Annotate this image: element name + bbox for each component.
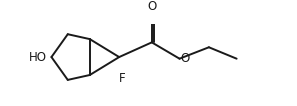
Text: O: O — [147, 0, 157, 13]
Text: O: O — [180, 52, 189, 65]
Text: F: F — [119, 72, 126, 85]
Text: HO: HO — [29, 51, 47, 64]
